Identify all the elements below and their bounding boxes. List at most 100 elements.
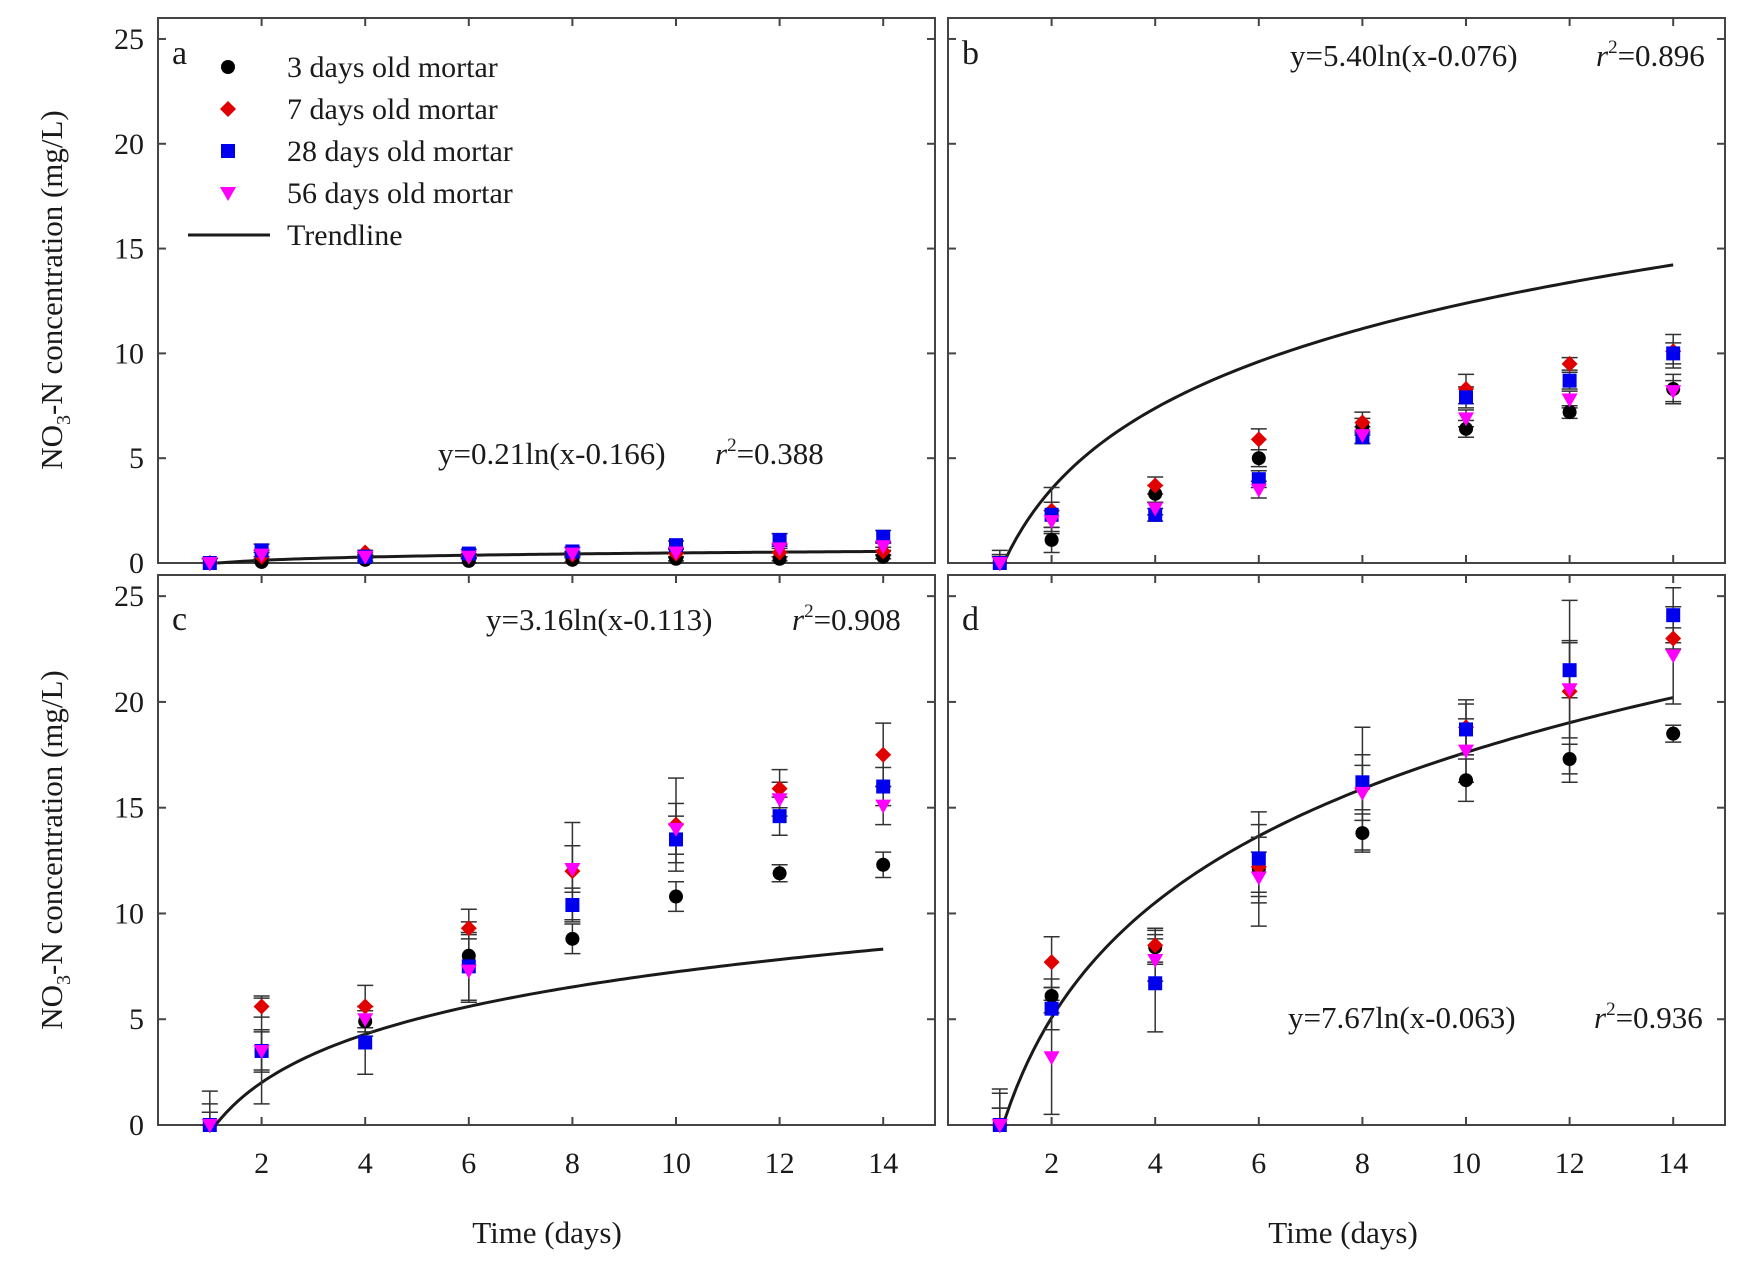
panel-c-point-3-days-x14 <box>876 857 891 872</box>
panel-a-r2-value: =0.388 <box>737 436 824 471</box>
legend-marker-56-days <box>220 187 236 201</box>
panel-d-point-56-days-x10 <box>1458 744 1474 759</box>
panel-c-point-28-days-x10 <box>669 832 683 847</box>
panel-a-point-56-days-x10 <box>668 546 684 561</box>
panel-b-r2-symbol: r <box>1596 38 1609 73</box>
panel-c-ytick-label-15: 15 <box>114 792 144 825</box>
panel-b-point-3-days-x4 <box>1148 486 1163 501</box>
legend: 3 days old mortar 7 days old mortar 28 d… <box>188 51 513 252</box>
panel-c-point-3-days-x10 <box>669 889 683 904</box>
panel-c-xtick-label-12: 12 <box>765 1147 795 1180</box>
panel-c-point-56-days-x1 <box>201 1119 218 1133</box>
panel-b-point-56-days-x12 <box>1561 393 1578 408</box>
panel-b-frame <box>947 17 1726 564</box>
panel-d-point-56-days-x8 <box>1354 786 1371 801</box>
panel-c-r2-sup: 2 <box>804 601 814 622</box>
panel-c-r2: r2=0.908 <box>792 601 901 637</box>
panel-c-point-56-days-x4 <box>357 1013 374 1028</box>
panel-a-letter: a <box>172 35 187 72</box>
panel-d-point-56-days-x1 <box>991 1119 1008 1133</box>
x-axis-title-left: Time (days) <box>472 1215 622 1250</box>
panel-d-equation-group: y=7.67ln(x-0.063) r2=0.936 <box>1288 999 1703 1035</box>
panel-a-ytick-label-10: 10 <box>114 337 144 370</box>
panel-d-r2: r2=0.936 <box>1594 999 1703 1035</box>
panel-c-trendline <box>209 947 884 1127</box>
panel-c-point-7-days-x4 <box>357 998 374 1015</box>
panel-d-r2-symbol: r <box>1594 1000 1607 1035</box>
y-axis-title-top-part1: NO <box>34 425 69 470</box>
panel-a-r2-symbol: r <box>715 436 728 471</box>
panel-c-point-28-days-x8 <box>565 898 580 912</box>
panel-c-equation-group: y=3.16ln(x-0.113) r2=0.908 <box>486 601 901 637</box>
panel-d-point-3-days-x2 <box>1044 988 1059 1003</box>
panel-c-frame <box>157 574 936 1126</box>
panel-a-point-56-days-x2 <box>253 548 270 563</box>
panel-c-point-3-days-x6 <box>461 948 476 963</box>
panel-d-equation: y=7.67ln(x-0.063) <box>1288 1000 1516 1035</box>
panel-d-point-28-days-x2 <box>1044 1001 1059 1016</box>
panel-d-point-28-days-x14 <box>1666 608 1681 623</box>
legend-marker-28-days <box>221 144 235 158</box>
panel-b-r2-value: =0.896 <box>1618 38 1705 73</box>
panel-d-point-56-days-x12 <box>1561 683 1578 698</box>
panel-d-point-28-days-x12 <box>1562 663 1577 678</box>
panel-b-point-3-days-x6 <box>1251 451 1266 466</box>
panel-d-xtick-label-4: 4 <box>1148 1147 1163 1180</box>
panel-c-ytick-label-0: 0 <box>129 1109 144 1142</box>
y-axis-title-top: NO3-N concentration (mg/L) <box>34 110 75 470</box>
panel-c-ytick-label-10: 10 <box>114 897 144 930</box>
panel-c-xtick-label-4: 4 <box>358 1147 373 1180</box>
panel-d-r2-value: =0.936 <box>1616 1000 1703 1035</box>
panel-d-point-56-days-x2 <box>1043 1051 1060 1066</box>
panel-c-point-56-days-x6 <box>460 964 477 979</box>
panel-a-point-56-days-x8 <box>564 547 581 562</box>
panel-b-point-56-days-x4 <box>1147 502 1164 517</box>
panel-b-point-28-days-x6 <box>1251 472 1266 487</box>
panel-b-point-56-days-x10 <box>1458 412 1474 427</box>
y-axis-title-top-subscript: 3 <box>53 415 75 425</box>
panel-d-trendline <box>998 696 1674 1126</box>
panel-d-xtick-label-6: 6 <box>1251 1147 1266 1180</box>
panel-d-xtick-label-12: 12 <box>1555 1147 1585 1180</box>
panel-a-point-56-days-x6 <box>460 550 477 565</box>
panel-b-plot-area <box>948 18 1725 571</box>
panel-d-point-7-days-x14 <box>1665 630 1682 647</box>
panel-d: 2 4 6 8 10 12 14 <box>947 574 1726 1180</box>
panel-c-point-56-days-x14 <box>875 799 892 814</box>
panel-a-point-56-days-x4 <box>357 550 374 565</box>
panel-c-point-56-days-x2 <box>253 1044 270 1059</box>
panel-a-point-56-days-x1 <box>201 557 218 571</box>
legend-label-trendline: Trendline <box>287 219 403 252</box>
panel-b-point-28-days-x12 <box>1562 373 1577 388</box>
panel-d-point-3-days-x8 <box>1355 826 1370 841</box>
panel-b-trendline <box>998 263 1674 565</box>
panel-b-point-3-days-x10 <box>1459 421 1473 436</box>
y-axis-title-bottom-part2: -N concentration (mg/L) <box>34 670 69 975</box>
panel-b-point-56-days-x6 <box>1250 483 1267 498</box>
panel-c-point-28-days-x12 <box>772 809 787 824</box>
panel-d-point-28-days-x6 <box>1251 851 1266 866</box>
panel-c-point-3-days-x12 <box>772 866 787 881</box>
panel-c-point-7-days-x12 <box>771 780 788 797</box>
panel-d-xtick-label-14: 14 <box>1658 1147 1688 1180</box>
panel-b-point-28-days-x10 <box>1459 390 1473 405</box>
panel-a-equation: y=0.21ln(x-0.166) <box>438 436 666 471</box>
panel-d-point-56-days-x6 <box>1250 871 1267 886</box>
panel-c-xtick-label-10: 10 <box>661 1147 691 1180</box>
panel-c-plot-area: 0 5 10 15 20 25 2 4 6 8 10 12 14 <box>114 575 935 1180</box>
legend-marker-3-days <box>221 60 235 74</box>
y-axis-title-bottom-subscript: 3 <box>53 975 75 985</box>
panel-c-ytick-label-20: 20 <box>114 686 144 719</box>
panel-d-r2-sup: 2 <box>1606 999 1616 1020</box>
panel-c-point-28-days-x4 <box>358 1035 373 1050</box>
panel-c-point-3-days-x8 <box>565 931 580 946</box>
panel-a-r2-sup: 2 <box>727 435 737 456</box>
panel-d-point-28-days-x8 <box>1355 775 1370 790</box>
y-axis-title-top-part2: -N concentration (mg/L) <box>34 110 69 415</box>
panel-a-ytick-label-0: 0 <box>129 547 144 580</box>
panel-b-point-56-days-x8 <box>1354 429 1371 444</box>
panel-c-equation: y=3.16ln(x-0.113) <box>486 602 712 637</box>
panel-d-xtick-label-8: 8 <box>1355 1147 1370 1180</box>
